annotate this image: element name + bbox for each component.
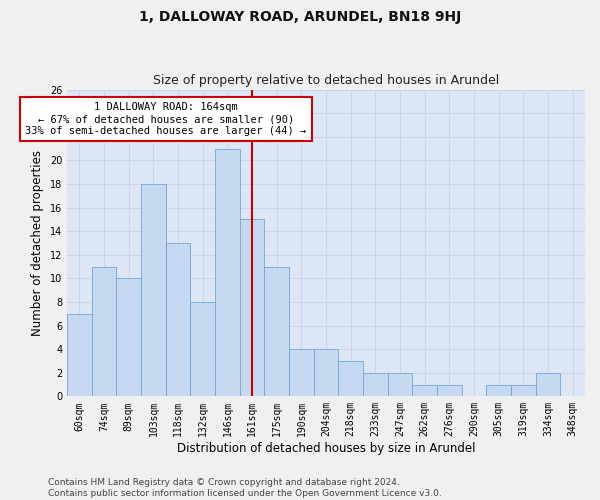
Bar [388,372,412,396]
Bar [536,372,560,396]
Bar [215,148,240,396]
Bar [67,314,92,396]
Bar [116,278,141,396]
Title: Size of property relative to detached houses in Arundel: Size of property relative to detached ho… [153,74,499,87]
Bar [487,384,511,396]
Bar [338,361,363,396]
Bar [314,349,338,397]
Bar [166,243,190,396]
Bar [240,220,265,396]
Bar [437,384,461,396]
Text: 1, DALLOWAY ROAD, ARUNDEL, BN18 9HJ: 1, DALLOWAY ROAD, ARUNDEL, BN18 9HJ [139,10,461,24]
Text: Contains HM Land Registry data © Crown copyright and database right 2024.
Contai: Contains HM Land Registry data © Crown c… [48,478,442,498]
Bar [363,372,388,396]
Bar [92,266,116,396]
Bar [141,184,166,396]
Bar [265,266,289,396]
Bar [190,302,215,396]
Bar [511,384,536,396]
Bar [412,384,437,396]
X-axis label: Distribution of detached houses by size in Arundel: Distribution of detached houses by size … [177,442,475,455]
Bar [289,349,314,397]
Text: 1 DALLOWAY ROAD: 164sqm
← 67% of detached houses are smaller (90)
33% of semi-de: 1 DALLOWAY ROAD: 164sqm ← 67% of detache… [25,102,307,136]
Y-axis label: Number of detached properties: Number of detached properties [31,150,44,336]
